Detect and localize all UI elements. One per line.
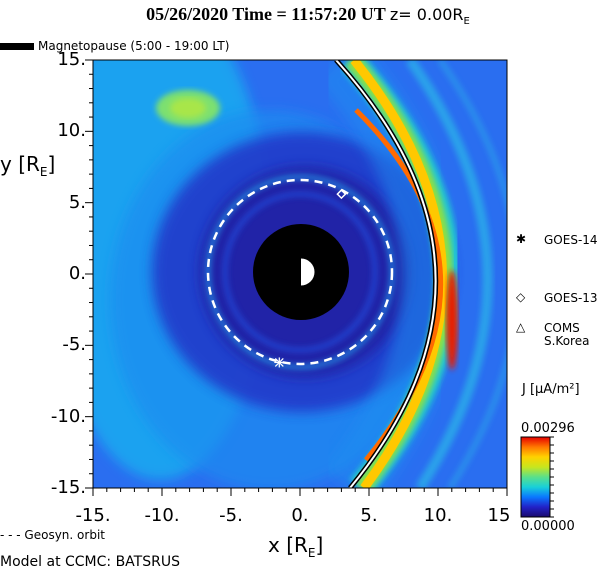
x-axis-title: x [RE] bbox=[268, 533, 324, 560]
colorbar-max-label: 0.00296 bbox=[521, 421, 575, 436]
x-tick-label: 5. bbox=[360, 505, 378, 526]
satellite-legend-label: COMS S.Korea bbox=[544, 321, 590, 348]
x-tick-label: 10. bbox=[423, 505, 453, 526]
x-tick-label: 0. bbox=[291, 505, 309, 526]
y-axis-title: y [RE] bbox=[0, 152, 56, 179]
chart-title: 05/26/2020 Time = 11:57:20 UT z= 0.00RE bbox=[146, 4, 470, 28]
axis-ticks bbox=[85, 59, 508, 496]
diamond-icon: ◇ bbox=[516, 290, 526, 304]
asterisk-icon: ✱ bbox=[516, 232, 527, 246]
geosync-orbit-circle bbox=[206, 178, 394, 366]
x-tick-label: 15 bbox=[487, 505, 511, 526]
x-tick-label: -15. bbox=[75, 505, 111, 526]
x-tick-label: -10. bbox=[144, 505, 180, 526]
y-tick-label: -5. bbox=[62, 334, 86, 356]
satellite-marker-goes-13 bbox=[336, 189, 347, 200]
model-credit: Model at CCMC: BATSRUS bbox=[0, 554, 180, 570]
y-tick-label: 15. bbox=[57, 49, 86, 70]
satellite-marker-goes-14 bbox=[274, 357, 285, 368]
magnetopause-swatch bbox=[0, 43, 34, 50]
colorbar-title: J [μA/m²] bbox=[522, 382, 580, 397]
z-label: z= 0.00RE bbox=[389, 5, 470, 28]
y-tick-label: -15. bbox=[50, 477, 86, 498]
satellite-legend-label: GOES-13 bbox=[544, 291, 598, 305]
magnetopause-legend: Magnetopause (5:00 - 19:00 LT) bbox=[0, 39, 229, 53]
colorbar-min-label: 0.00000 bbox=[521, 519, 575, 534]
triangle-icon: △ bbox=[516, 320, 526, 334]
y-tick-label: 0. bbox=[68, 263, 86, 284]
heatmap-plot-area bbox=[93, 60, 507, 488]
y-tick-label: -10. bbox=[50, 405, 86, 427]
y-tick-label: 10. bbox=[57, 120, 86, 142]
colorbar bbox=[520, 436, 551, 518]
y-tick-label: 5. bbox=[68, 191, 86, 213]
x-tick-label: -5. bbox=[219, 505, 243, 526]
geosync-orbit-legend: - - - Geosyn. orbit bbox=[0, 528, 105, 542]
satellite-legend-label: GOES-14 bbox=[544, 233, 598, 247]
